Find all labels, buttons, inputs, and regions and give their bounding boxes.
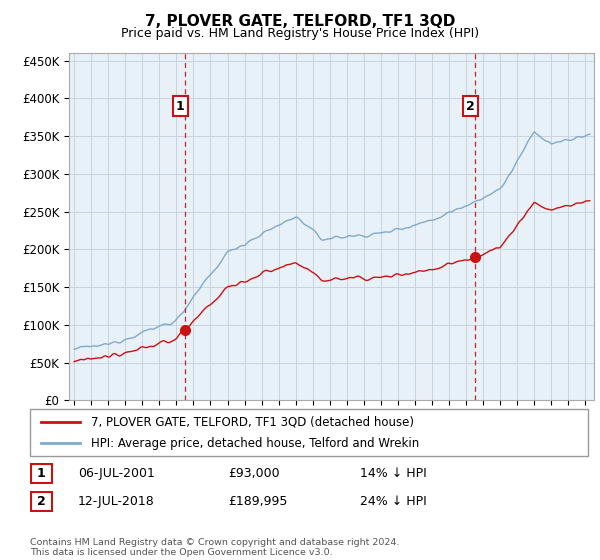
Text: Contains HM Land Registry data © Crown copyright and database right 2024.
This d: Contains HM Land Registry data © Crown c…	[30, 538, 400, 557]
Text: HPI: Average price, detached house, Telford and Wrekin: HPI: Average price, detached house, Telf…	[91, 437, 419, 450]
Text: 7, PLOVER GATE, TELFORD, TF1 3QD (detached house): 7, PLOVER GATE, TELFORD, TF1 3QD (detach…	[91, 416, 415, 428]
FancyBboxPatch shape	[31, 492, 52, 511]
Text: 12-JUL-2018: 12-JUL-2018	[78, 494, 155, 508]
Text: 7, PLOVER GATE, TELFORD, TF1 3QD: 7, PLOVER GATE, TELFORD, TF1 3QD	[145, 14, 455, 29]
FancyBboxPatch shape	[30, 409, 588, 456]
Text: 1: 1	[37, 466, 46, 480]
Text: 2: 2	[466, 100, 475, 113]
Text: £189,995: £189,995	[228, 494, 287, 508]
Text: 14% ↓ HPI: 14% ↓ HPI	[360, 466, 427, 480]
Text: £93,000: £93,000	[228, 466, 280, 480]
Text: 06-JUL-2001: 06-JUL-2001	[78, 466, 155, 480]
FancyBboxPatch shape	[31, 464, 52, 483]
Text: 24% ↓ HPI: 24% ↓ HPI	[360, 494, 427, 508]
Text: 1: 1	[176, 100, 185, 113]
Text: Price paid vs. HM Land Registry's House Price Index (HPI): Price paid vs. HM Land Registry's House …	[121, 27, 479, 40]
Text: 2: 2	[37, 494, 46, 508]
